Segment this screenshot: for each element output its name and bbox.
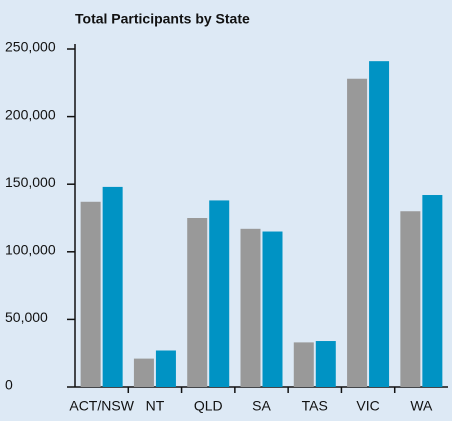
y-tick-label: 0 bbox=[5, 377, 13, 393]
y-tick-label: 100,000 bbox=[5, 242, 56, 258]
bar bbox=[240, 228, 261, 387]
chart-title: Total Participants by State bbox=[75, 11, 250, 27]
bar bbox=[133, 358, 154, 387]
x-tick-label: SA bbox=[252, 398, 271, 414]
bar bbox=[80, 201, 101, 387]
x-tick-label: VIC bbox=[356, 398, 379, 414]
x-tick-label: WA bbox=[410, 398, 433, 414]
x-tick-label: NT bbox=[146, 398, 165, 414]
bar bbox=[209, 200, 230, 387]
bar bbox=[315, 341, 336, 387]
bar bbox=[400, 211, 421, 387]
y-tick-label: 250,000 bbox=[5, 39, 56, 55]
bar bbox=[187, 218, 208, 387]
x-tick-label: QLD bbox=[194, 398, 223, 414]
bar bbox=[347, 78, 368, 387]
y-tick-label: 200,000 bbox=[5, 106, 56, 122]
bar bbox=[293, 342, 314, 387]
bar bbox=[155, 350, 176, 387]
y-tick-label: 50,000 bbox=[5, 309, 48, 325]
bar bbox=[102, 186, 123, 387]
bar bbox=[262, 231, 283, 387]
bar bbox=[369, 61, 390, 387]
y-tick-label: 150,000 bbox=[5, 174, 56, 190]
x-tick-label: ACT/NSW bbox=[69, 398, 134, 414]
x-tick-label: TAS bbox=[302, 398, 328, 414]
bar bbox=[422, 195, 443, 387]
